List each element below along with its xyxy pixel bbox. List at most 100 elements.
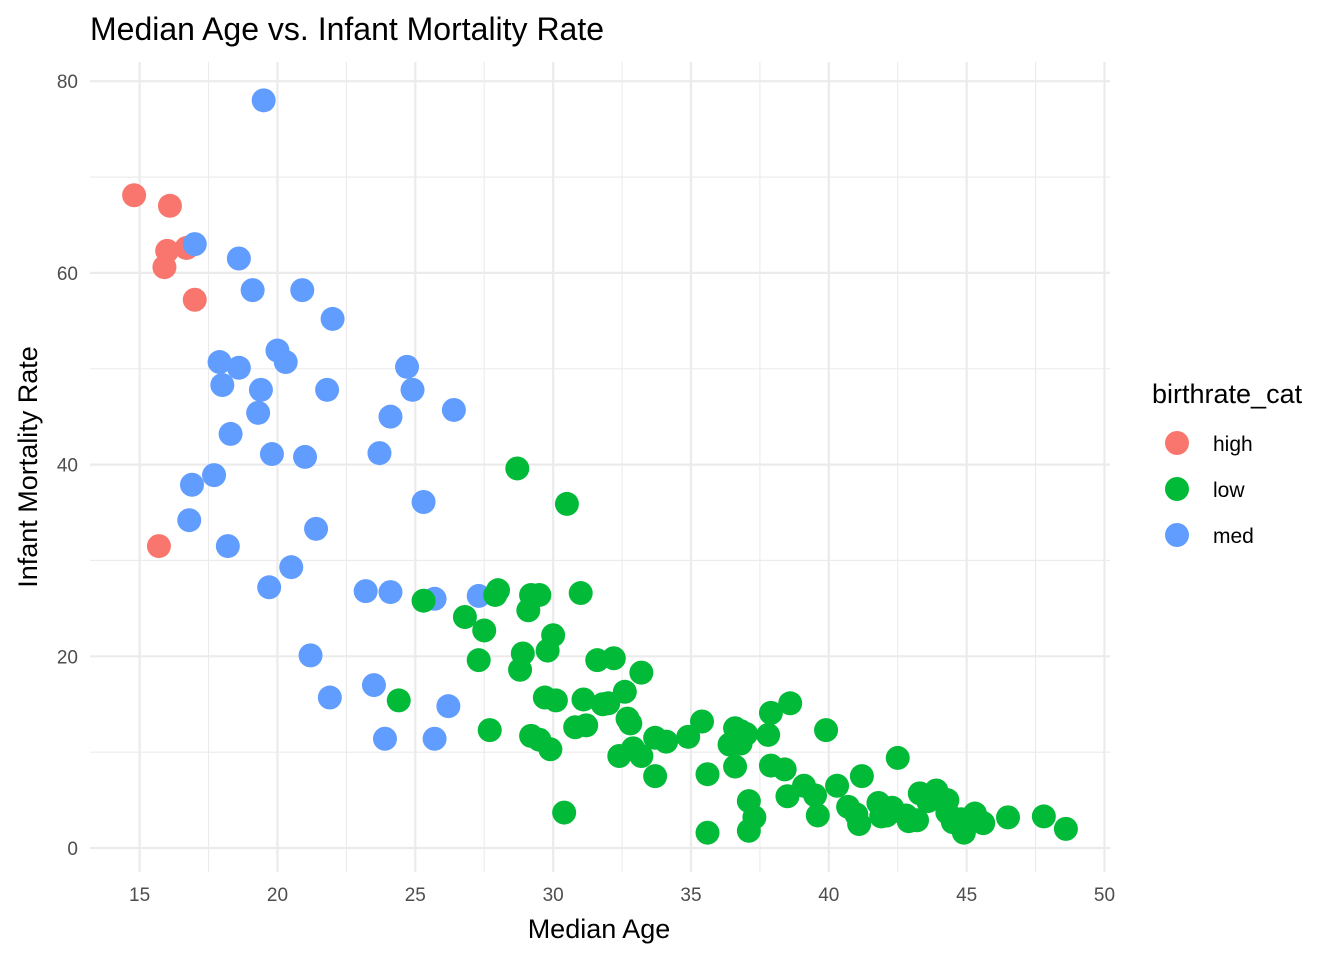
point-med [320,306,345,331]
point-low [690,709,714,734]
point-low [508,657,533,682]
y-tick-label: 0 [67,839,78,860]
point-low [571,687,596,712]
point-low [805,803,830,828]
point-low [618,711,643,736]
point-low [825,773,850,798]
point-med [290,278,315,303]
legend-label-high: high [1213,433,1253,456]
point-low [552,800,577,825]
point-low [756,722,781,747]
point-low [778,691,803,716]
point-low [477,718,502,743]
point-low [535,638,560,663]
point-med [218,421,243,446]
legend-label-med: med [1213,525,1254,548]
point-low [629,744,654,769]
legend-key-low [1165,477,1189,501]
point-low [971,811,996,836]
x-tick-label: 40 [818,885,839,906]
point-high [157,193,182,218]
point-med [304,516,329,541]
point-low [574,713,599,738]
point-low [629,660,654,685]
point-low [466,648,491,673]
point-low [847,812,872,837]
point-low [601,646,626,671]
point-med [240,278,265,303]
point-high [182,287,207,312]
point-low [486,578,510,603]
point-low [803,783,828,808]
point-low [736,818,761,843]
point-med [207,350,232,375]
y-axis-ticks: 0 20 40 60 80 [57,72,78,860]
point-med [317,685,342,710]
point-med [246,400,271,425]
point-low [543,688,568,713]
plot-grid [90,62,1110,872]
point-med [177,508,202,533]
point-low [568,581,593,606]
point-low [538,737,563,762]
point-low [607,744,632,769]
point-high [122,183,147,208]
point-med [315,377,340,402]
point-high [152,255,177,280]
point-low [676,724,701,749]
legend-label-low: low [1213,479,1245,502]
point-low [728,731,753,756]
point-med [395,354,420,379]
point-med [400,377,425,402]
point-low [723,754,748,779]
x-tick-label: 30 [543,885,564,906]
y-tick-label: 80 [57,72,78,93]
legend-title: birthrate_cat [1152,379,1303,409]
point-med [180,472,204,497]
point-low [885,745,910,770]
point-low [411,588,436,613]
point-med [353,579,378,604]
point-low [643,764,668,789]
chart-title: Median Age vs. Infant Mortality Rate [90,11,604,47]
point-med [372,726,397,751]
point-low [472,618,497,643]
x-tick-label: 50 [1094,885,1115,906]
x-axis-ticks: 15 20 25 30 35 40 45 50 [129,885,1115,906]
point-med [182,232,207,257]
point-low [814,718,839,743]
point-med [226,246,251,271]
x-tick-label: 20 [267,885,288,906]
point-med [279,555,304,580]
x-tick-label: 15 [129,885,150,906]
x-tick-label: 35 [680,885,701,906]
point-med [378,404,403,429]
y-tick-label: 60 [57,264,78,285]
point-low [516,598,541,623]
y-tick-label: 20 [57,647,78,668]
point-med [361,673,386,698]
point-low [386,688,411,713]
point-low [849,764,874,789]
legend: birthrate_cat high low med [1152,379,1303,548]
point-low [996,805,1020,830]
data-points [122,88,1078,845]
point-med [441,397,466,422]
point-low [1031,804,1056,829]
x-tick-label: 45 [956,885,977,906]
point-low [554,491,579,516]
point-high [146,534,171,559]
point-med [251,88,276,113]
point-med [436,694,461,719]
point-low [695,820,720,845]
point-med [298,643,323,668]
point-low [505,456,530,481]
point-med [378,580,403,605]
point-med [293,444,318,469]
point-low [905,808,930,833]
point-med [422,726,447,751]
point-med [257,575,282,600]
point-med [215,534,240,559]
point-low [596,691,621,716]
